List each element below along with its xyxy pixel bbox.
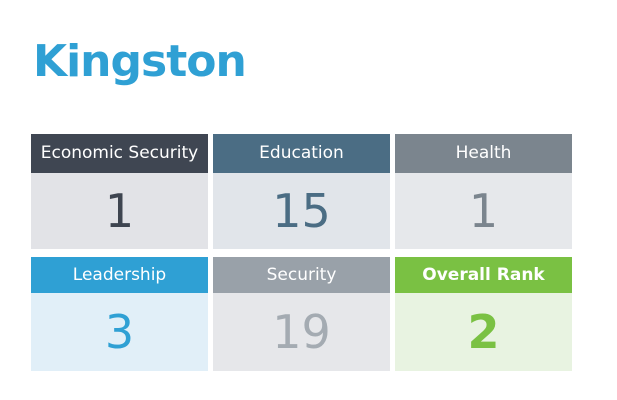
card-rank-value: 2 [395,293,572,371]
card-economic-security: Economic Security 1 [31,134,208,249]
card-label: Overall Rank [395,257,572,293]
card-label: Security [213,257,390,293]
card-label: Leadership [31,257,208,293]
card-leadership: Leadership 3 [31,257,208,371]
card-label: Education [213,134,390,173]
card-rank-value: 1 [395,173,572,249]
card-health: Health 1 [395,134,572,249]
card-overall-rank: Overall Rank 2 [395,257,572,371]
card-rank-value: 3 [31,293,208,371]
card-education: Education 15 [213,134,390,249]
page-title: Kingston [33,36,247,87]
card-rank-value: 1 [31,173,208,249]
card-label: Economic Security [31,134,208,173]
card-rank-value: 15 [213,173,390,249]
card-label: Health [395,134,572,173]
card-security: Security 19 [213,257,390,371]
card-rank-value: 19 [213,293,390,371]
